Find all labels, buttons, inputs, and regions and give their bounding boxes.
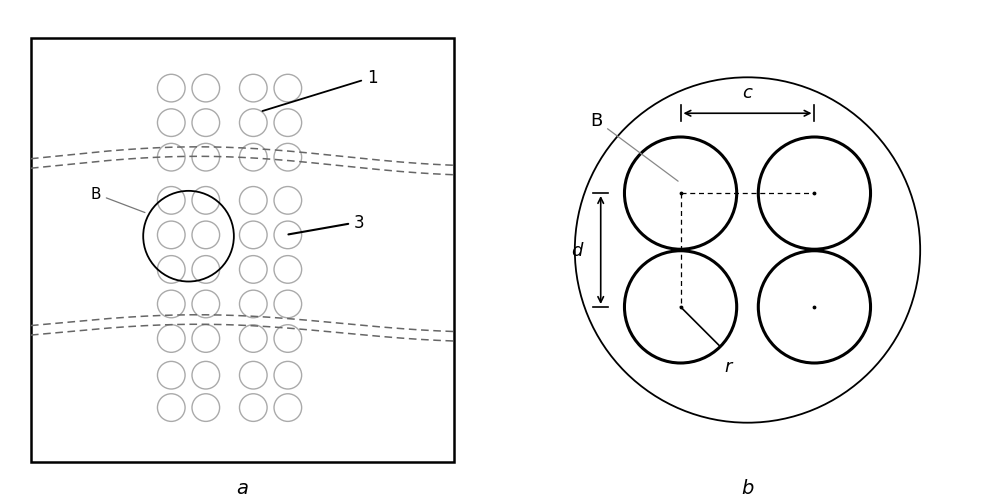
Text: 3: 3 [288, 213, 364, 235]
Text: c: c [743, 84, 752, 102]
Text: B: B [590, 112, 678, 182]
Text: a: a [237, 478, 249, 497]
Text: d: d [571, 241, 583, 260]
Text: B: B [90, 187, 145, 213]
Text: r: r [725, 358, 732, 376]
Text: b: b [741, 478, 754, 497]
Text: 1: 1 [262, 69, 377, 112]
